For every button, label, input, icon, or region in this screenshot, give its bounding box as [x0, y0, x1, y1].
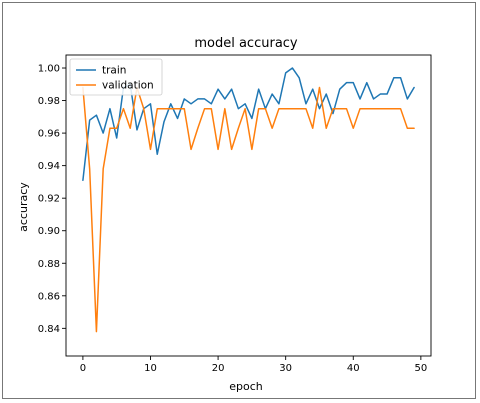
x-tick-label: 20 — [212, 363, 225, 374]
y-tick-label: 0.96 — [38, 129, 60, 140]
axes-frame — [65, 54, 432, 357]
x-axis-label: epoch — [229, 380, 263, 393]
y-tick-label: 0.86 — [38, 291, 60, 302]
y-tick-label: 1.00 — [38, 64, 60, 75]
legend-label-validation: validation — [102, 80, 154, 92]
plot-area — [66, 55, 431, 356]
y-tick-label: 0.84 — [38, 324, 60, 335]
y-tick-label: 0.90 — [38, 226, 60, 237]
y-axis-label: accuracy — [17, 182, 30, 232]
x-tick-label: 10 — [144, 363, 157, 374]
y-tick-label: 0.92 — [38, 194, 60, 205]
x-tick-label: 0 — [80, 363, 86, 374]
legend-label-train: train — [102, 65, 126, 77]
axes-layer: 0 10 20 30 40 50 0.84 0.86 0.88 0.90 0.92 0.94 0.96 0… — [38, 54, 432, 374]
x-tick-label: 30 — [279, 363, 292, 374]
x-tick-label: 40 — [347, 363, 360, 374]
y-tick-label: 0.98 — [38, 96, 60, 107]
legend-box — [69, 58, 163, 96]
series-line-train — [82, 67, 415, 182]
legend: train validation — [69, 58, 163, 96]
plot-background — [66, 55, 431, 356]
y-tick-label: 0.88 — [38, 259, 60, 270]
chart-title: model accuracy — [194, 36, 298, 51]
y-tick-label: 0.94 — [38, 161, 60, 172]
x-tick-label: 50 — [414, 363, 427, 374]
